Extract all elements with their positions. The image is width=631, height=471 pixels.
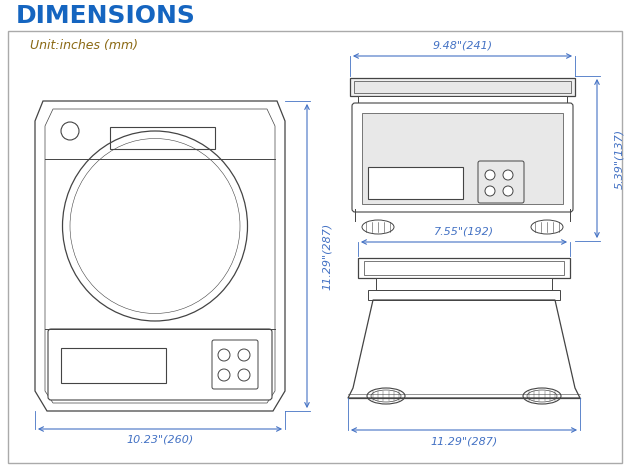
Bar [358, 96, 567, 106]
Text: 11.29"(287): 11.29"(287) [322, 222, 332, 290]
Circle shape [218, 369, 230, 381]
Bar [354, 81, 571, 93]
FancyBboxPatch shape [352, 103, 573, 212]
Text: DIMENSIONS: DIMENSIONS [16, 4, 196, 28]
Text: 10.23"(260): 10.23"(260) [126, 435, 194, 445]
Bar [358, 258, 570, 278]
Circle shape [238, 349, 250, 361]
Text: 7.55"(192): 7.55"(192) [434, 226, 494, 236]
Circle shape [218, 349, 230, 361]
Bar [376, 278, 552, 290]
Bar [350, 78, 575, 96]
Circle shape [238, 369, 250, 381]
Bar [61, 348, 166, 383]
Bar [368, 167, 463, 199]
FancyBboxPatch shape [212, 340, 258, 389]
Text: Unit:inches (mm): Unit:inches (mm) [30, 40, 138, 52]
FancyBboxPatch shape [48, 329, 272, 400]
Text: 11.29"(287): 11.29"(287) [430, 436, 498, 446]
Text: 5.39"(137): 5.39"(137) [614, 129, 624, 188]
Bar [364, 261, 564, 275]
Bar [368, 290, 560, 300]
Bar [362, 113, 563, 204]
Bar [110, 127, 215, 149]
Circle shape [503, 170, 513, 180]
Circle shape [485, 186, 495, 196]
Text: 9.48"(241): 9.48"(241) [432, 40, 493, 50]
Circle shape [61, 122, 79, 140]
Circle shape [485, 170, 495, 180]
FancyBboxPatch shape [478, 161, 524, 203]
Circle shape [503, 186, 513, 196]
